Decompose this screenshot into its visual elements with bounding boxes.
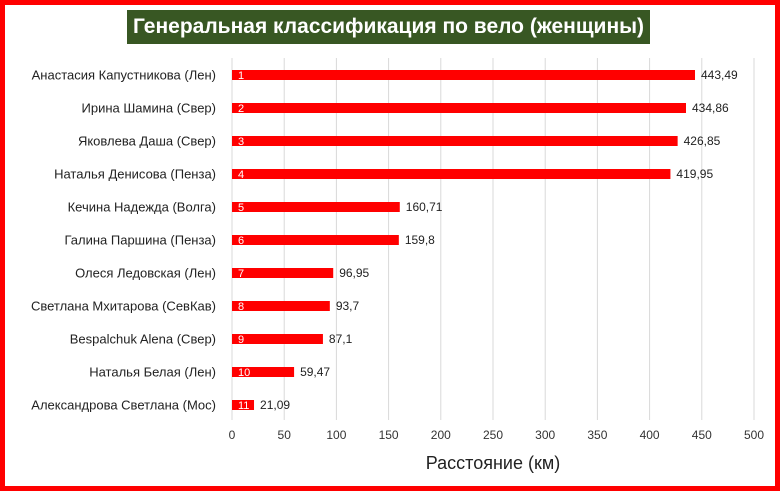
bar (232, 169, 671, 179)
value-label: 59,47 (300, 365, 330, 379)
bar (232, 235, 399, 245)
bar (232, 70, 696, 80)
rank-label: 1 (238, 70, 244, 82)
value-label: 93,7 (336, 299, 360, 313)
category-label: Олеся Ледовская (Лен) (75, 266, 216, 281)
value-label: 159,8 (405, 233, 435, 247)
x-tick-label: 200 (431, 428, 451, 442)
x-tick-label: 450 (692, 428, 712, 442)
x-axis-title: Расстояние (км) (426, 453, 560, 473)
value-label: 160,71 (406, 200, 443, 214)
chart-title: Генеральная классификация по вело (женщи… (127, 10, 650, 44)
x-tick-label: 250 (483, 428, 503, 442)
value-label: 426,85 (684, 134, 721, 148)
value-label: 87,1 (329, 332, 353, 346)
x-tick-label: 50 (278, 428, 292, 442)
x-tick-label: 0 (229, 428, 236, 442)
bar (232, 268, 334, 278)
bar (232, 136, 678, 146)
category-label: Светлана Мхитарова (СевКав) (31, 299, 216, 314)
category-label: Яковлева Даша (Свер) (78, 134, 216, 149)
bar (232, 334, 323, 344)
rank-label: 4 (238, 169, 244, 181)
bar (232, 301, 330, 311)
value-label: 21,09 (260, 398, 290, 412)
category-label: Наталья Денисова (Пенза) (54, 167, 216, 182)
bar (232, 400, 255, 410)
x-tick-label: 400 (640, 428, 660, 442)
x-tick-label: 150 (379, 428, 399, 442)
value-label: 96,95 (339, 266, 369, 280)
category-label: Галина Паршина (Пенза) (64, 233, 216, 248)
category-label: Наталья Белая (Лен) (89, 365, 216, 380)
x-tick-label: 350 (587, 428, 607, 442)
value-label: 443,49 (701, 68, 738, 82)
rank-label: 5 (238, 202, 244, 214)
rank-label: 7 (238, 268, 244, 280)
category-label: Ирина Шамина (Свер) (82, 101, 217, 116)
x-tick-label: 500 (744, 428, 764, 442)
bar (232, 103, 686, 113)
rank-label: 2 (238, 103, 244, 115)
rank-label: 9 (238, 334, 244, 346)
rank-label: 3 (238, 136, 244, 148)
category-label: Кечина Надежда (Волга) (68, 200, 216, 215)
value-label: 434,86 (692, 101, 729, 115)
x-tick-label: 300 (535, 428, 555, 442)
rank-label: 11 (238, 400, 249, 412)
rank-label: 6 (238, 235, 244, 247)
value-label: 419,95 (676, 167, 713, 181)
category-label: Александрова Светлана (Мос) (31, 398, 216, 413)
x-tick-label: 100 (326, 428, 346, 442)
rank-label: 10 (238, 367, 250, 379)
category-label: Bespalchuk Alena (Свер) (70, 332, 216, 347)
rank-label: 8 (238, 301, 244, 313)
category-label: Анастасия Капустникова (Лен) (32, 68, 216, 83)
bar (232, 202, 400, 212)
bar (232, 367, 295, 377)
